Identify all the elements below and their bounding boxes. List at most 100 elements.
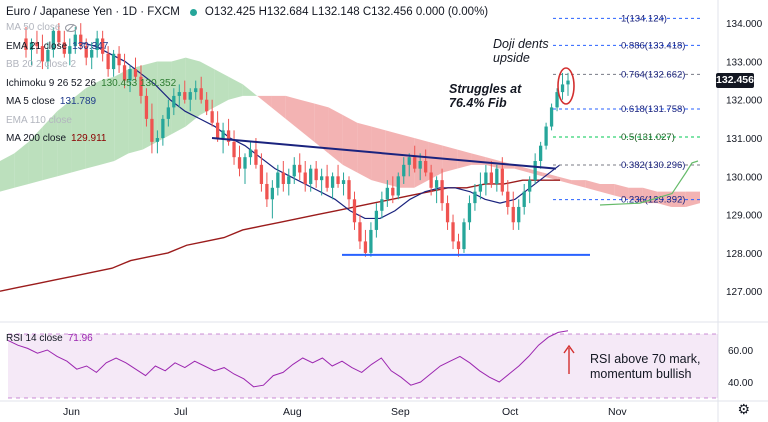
indicator-name: MA 5 close [6,96,55,107]
time-tick-label: Nov [608,406,627,418]
candle-body [495,168,499,184]
candle-body [566,80,570,85]
candle-body [79,34,83,47]
candle-body [347,180,351,200]
candle-body [62,42,66,54]
candle-body [122,65,127,81]
hidden-eye-icon[interactable] [65,23,78,32]
indicator-name: BB 20 2 close 2 [6,59,77,70]
fib-level-label: 0.5(131.027) [621,132,675,143]
candle-body [287,176,291,184]
candle-body [161,118,165,139]
rsi-annotation-line1: RSI above 70 mark, [590,352,700,366]
indicator-value: 130.347 [72,40,109,52]
rsi-line [7,330,569,388]
candle-body [478,183,483,192]
ichimoku-cloud-segment [371,126,386,184]
candle-body [325,176,329,188]
candle-body [205,99,209,112]
rsi-arrow-head [563,344,575,354]
candle-body [128,69,132,81]
time-tick-label: Aug [283,406,302,418]
candle-body [111,53,116,70]
ohlc-readout: O132.425 H132.684 L132.148 C132.456 0.00… [204,6,489,18]
rsi-tick-label: 40.00 [728,378,753,389]
candle-body [380,199,384,211]
price-tick-label: 130.000 [726,172,763,183]
candle-body [560,84,565,93]
time-tick-label: Jul [174,406,187,418]
price-tick-label: 131.000 [726,134,763,145]
ichimoku-cloud-segment [400,134,415,188]
ichimoku-cloud-segment [57,99,72,177]
fib-level-label: 0.764(132.662) [621,69,685,80]
settings-gear-icon[interactable]: ⚙ [737,401,750,417]
candle-body [117,53,121,66]
indicator-legend-row[interactable]: BB 20 2 close 2 [6,59,81,70]
ichimoku-cloud-segment [585,180,600,192]
indicator-legend-row[interactable]: MA 50 close [6,22,82,33]
ichimoku-cloud-segment [71,88,86,173]
descending-trendline [211,137,557,170]
rsi-tick-label: 60.00 [728,346,753,357]
candle-body [303,172,307,184]
ichimoku-cloud-segment [200,61,215,116]
indicator-legend-row[interactable]: EMA 110 close [6,115,77,126]
indicator-legend-row[interactable]: MA 5 close 131.789 [6,96,96,107]
candle-body [314,168,318,181]
fib-annotation-line1: Struggles at [449,82,522,96]
doji-annotation-line1: Doji dents [493,37,549,51]
candle-body [155,138,160,142]
ma200-line [0,179,560,292]
indicator-name: Ichimoku 9 26 52 26 [6,77,97,89]
candle-body [194,88,198,93]
ichimoku-cloud-segment [300,99,315,142]
candle-body [517,206,521,223]
candle-body [533,161,537,181]
candle-body [440,180,444,204]
indicator-legend-row[interactable]: Ichimoku 9 26 52 26 130.453 130.352 [6,78,176,89]
candle-body [352,199,357,223]
fib-level-label: 0.382(130.296) [621,160,685,171]
candle-body [467,203,472,223]
price-tick-label: 133.000 [726,57,763,68]
candle-body [232,141,236,158]
candle-body [500,168,504,192]
candle-body [396,176,400,196]
indicator-legend-row[interactable]: MA 200 close 129.911 [6,133,106,144]
ichimoku-cloud-segment [542,172,558,181]
symbol-title[interactable]: Euro / Japanese Yen · 1D · FXCM [6,6,180,18]
fib-level-label: 0.236(129.392) [621,195,685,206]
price-tick-label: 127.000 [726,287,763,298]
rsi-legend[interactable]: RSI 14 close 71.96 [6,333,93,344]
candle-body [555,92,559,108]
candle-body [424,161,428,173]
current-price-tag: 132.456 [716,73,754,88]
time-tick-label: Sep [391,406,410,418]
candle-body [358,222,362,242]
ichimoku-cloud-segment [271,95,286,119]
candle-body [445,203,450,223]
ichimoku-cloud-segment [85,80,100,169]
ichimoku-cloud-segment [600,183,615,196]
candle-body [172,95,176,108]
candle-body [248,149,253,158]
ichimoku-cloud-segment [557,176,572,184]
candle-body [407,157,411,165]
candle-body [177,92,181,96]
candle-body [538,145,543,161]
candle-body [95,38,99,50]
candle-body [434,180,439,188]
indicator-legend-row[interactable]: EMA 21 close 130.347 [6,41,108,52]
ichimoku-cloud-segment [28,126,43,184]
candle-body [391,187,395,196]
candle-body [46,49,50,62]
price-tick-label: 128.000 [726,249,763,260]
rsi-annotation-line2: momentum bullish [590,367,691,381]
ichimoku-cloud-segment [385,130,400,188]
candle-body [29,42,34,50]
candle-body [511,206,515,223]
ichimoku-cloud-segment [14,141,29,188]
ichimoku-cloud-segment [228,76,243,100]
